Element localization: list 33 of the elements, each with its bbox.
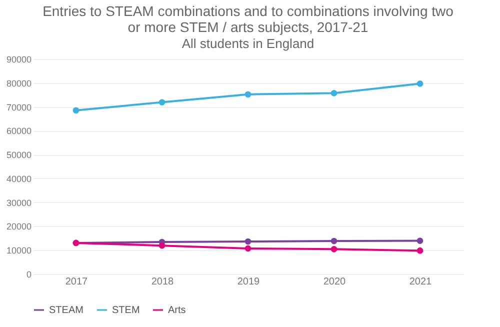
text: or more STEM / arts subjects, 2017-21 — [128, 19, 368, 35]
x-tick-label: 2021 — [409, 276, 432, 288]
text: Entries to STEAM combinations and to combinations involving two — [42, 3, 454, 19]
y-tick-label: 30000 — [6, 198, 32, 208]
y-tick-label: 90000 — [6, 54, 32, 64]
y-tick-label: 10000 — [6, 246, 32, 256]
y-tick-label: 20000 — [6, 222, 32, 232]
y-tick-label: 40000 — [6, 174, 32, 184]
point — [158, 242, 166, 249]
x-tick-label: 2017 — [65, 276, 88, 288]
x-tick-label: 2020 — [323, 276, 346, 288]
x-tick-label: 2018 — [151, 276, 174, 288]
point — [416, 247, 424, 254]
y-tick-label: 0 — [26, 270, 32, 280]
chart-subtitle: All students in England — [182, 36, 314, 51]
point — [244, 245, 252, 252]
point — [244, 238, 252, 245]
point — [158, 99, 166, 106]
y-tick-label: 70000 — [6, 102, 32, 112]
point — [330, 238, 338, 244]
x-tick-label: 2019 — [237, 276, 260, 288]
point — [330, 90, 338, 96]
point — [416, 238, 424, 244]
point — [330, 246, 338, 252]
point — [416, 80, 424, 87]
legend-label: STEM — [112, 305, 140, 316]
point — [72, 107, 80, 114]
y-tick-label: 80000 — [6, 78, 32, 88]
y-tick-label: 60000 — [6, 126, 32, 136]
point — [244, 91, 252, 98]
legend-label: Arts — [168, 305, 186, 316]
legend-label: STEAM — [49, 305, 84, 316]
y-tick-label: 50000 — [6, 150, 32, 160]
